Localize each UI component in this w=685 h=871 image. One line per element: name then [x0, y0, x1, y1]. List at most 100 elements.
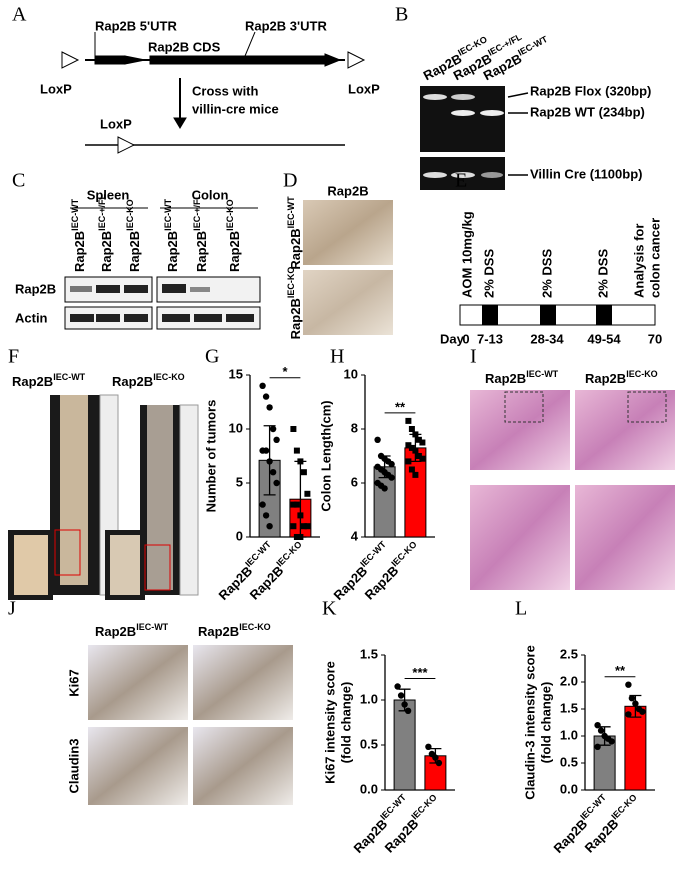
y-tick-label: 1.0 — [560, 727, 578, 742]
data-point — [262, 512, 270, 519]
label-sup: IEC-WT — [378, 792, 408, 822]
label: LoxP — [100, 116, 132, 131]
label-sup: IEC-KO — [410, 792, 439, 821]
x-tick-label: Rap2BIEC-KO — [245, 539, 308, 602]
colon-photos — [8, 394, 199, 600]
timeline — [459, 304, 656, 326]
ihc-sections — [88, 645, 293, 805]
sample-label: Rap2BIEC-WT — [163, 198, 180, 272]
data-point — [293, 501, 300, 508]
data-point — [262, 393, 270, 400]
panel-label: G — [205, 346, 219, 368]
label-sup: IEC-WT — [136, 622, 168, 632]
label: D — [283, 170, 297, 192]
data-point — [293, 534, 300, 540]
label: Claudin3 — [66, 739, 81, 794]
label: I — [470, 346, 477, 368]
label-main: Rap2B — [72, 231, 87, 272]
data-point — [415, 436, 422, 443]
data-point — [381, 485, 388, 492]
data-point — [273, 479, 280, 487]
y-tick-label: 8 — [351, 420, 358, 435]
label-main: Rap2B — [198, 624, 239, 639]
y-axis-label: Colon Length(cm) — [318, 400, 333, 511]
data-point — [273, 436, 280, 443]
data-point — [594, 722, 601, 729]
y-axis-label: Claudin-3 intensity score — [522, 645, 537, 800]
data-point — [632, 700, 639, 707]
label-main: Rap2B — [194, 231, 209, 272]
label: Rap2B Flox (320bp) — [530, 83, 651, 98]
sample-label: Rap2BIEC-+/FL — [192, 194, 209, 272]
label: J — [8, 598, 16, 620]
y-axis-label: Ki67 intensity score — [322, 661, 337, 784]
he-images — [470, 390, 675, 590]
data-point — [412, 471, 419, 478]
label-sup: IEC-WT — [358, 539, 388, 569]
data-point — [397, 692, 405, 699]
label: Actin — [15, 310, 48, 325]
data-point — [419, 439, 426, 446]
y-tick-label: 1.5 — [560, 700, 578, 715]
data-point — [404, 707, 412, 714]
data-point — [597, 727, 605, 734]
label-sup: IEC-WT — [163, 198, 173, 230]
label: colon cancer — [647, 218, 662, 298]
x-tick-label: Rap2BIEC-KO — [380, 792, 443, 855]
label-sup: IEC-KO — [286, 267, 296, 299]
data-point — [262, 447, 270, 454]
label: 2% DSS — [539, 249, 554, 298]
data-point — [269, 469, 277, 476]
label-sup: IEC-KO — [275, 539, 304, 568]
label-main: Rap2B — [112, 374, 153, 389]
label-main: Rap2B — [127, 231, 142, 272]
sample-label: Rap2BIEC-KO — [125, 199, 142, 272]
sample-label: Rap2BIEC-+/FL — [97, 194, 114, 272]
panel-label: L — [515, 598, 527, 620]
label-sup: IEC-WT — [243, 539, 273, 569]
data-point — [293, 447, 300, 454]
data-point — [304, 523, 311, 530]
data-point — [269, 425, 277, 433]
label-main: Rap2B — [485, 371, 526, 386]
label-sup: IEC-+/FL — [192, 194, 202, 231]
data-point — [408, 466, 415, 473]
data-point — [290, 501, 297, 508]
y-axis-label: (fold change) — [338, 682, 353, 764]
gel — [420, 86, 529, 190]
data-point — [405, 417, 412, 424]
label-sup: IEC-+/FL — [97, 194, 107, 231]
y-tick-label: 0.5 — [360, 736, 378, 751]
label-main: Rap2B — [12, 374, 53, 389]
y-tick-label: 0.5 — [560, 754, 578, 769]
data-point — [405, 442, 412, 449]
label: 28-34 — [530, 331, 564, 346]
data-point — [625, 711, 632, 718]
label: Rap2B — [15, 281, 56, 296]
data-point — [412, 431, 419, 438]
label: Colon — [192, 187, 229, 202]
sample-label: Rap2BIEC-WT — [12, 372, 86, 389]
bar — [393, 699, 416, 791]
data-point — [266, 458, 273, 465]
label-sup: IEC-WT — [526, 369, 558, 379]
label-main: Rap2B — [585, 371, 626, 386]
label-sup: IEC-WT — [53, 372, 85, 382]
sample-label: Rap2BIEC-WT — [485, 369, 559, 386]
y-tick-label: 1.0 — [360, 691, 378, 706]
label: 70 — [648, 331, 662, 346]
y-tick-label: 1.5 — [360, 646, 378, 661]
label: F — [8, 346, 19, 368]
label-sup: IEC-KO — [626, 369, 658, 379]
y-tick-label: 15 — [229, 366, 243, 381]
data-point — [435, 759, 443, 767]
y-tick-label: 2.5 — [560, 646, 578, 661]
label-sup: IEC-KO — [153, 372, 185, 382]
label: LoxP — [348, 81, 380, 96]
label: Rap2B CDS — [148, 39, 221, 54]
data-point — [290, 523, 297, 530]
label-main: Rap2B — [288, 298, 303, 339]
y-tick-label: 2.0 — [560, 673, 578, 688]
y-axis-label: Number of tumors — [203, 400, 218, 513]
